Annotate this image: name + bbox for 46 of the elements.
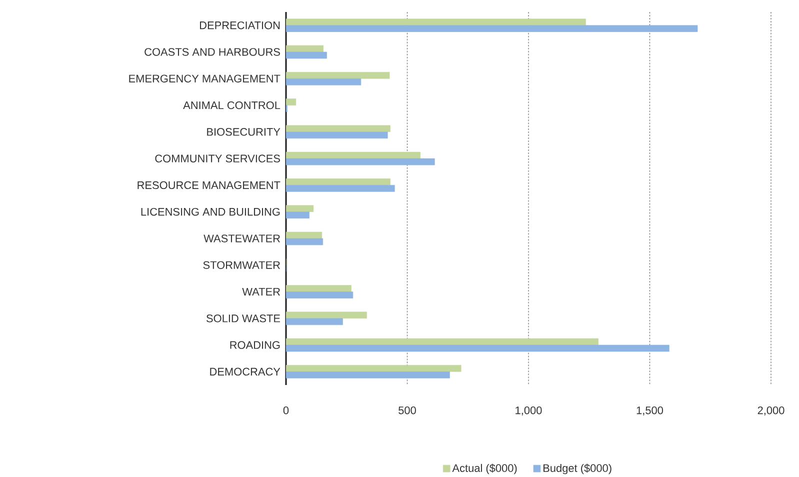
x-tick-label: 500 <box>398 406 416 414</box>
y-tick-label: COMMUNITY SERVICES <box>155 154 280 162</box>
bar <box>286 125 390 132</box>
bar <box>286 312 367 318</box>
bar <box>286 291 354 298</box>
y-tick-label: WASTEWATER <box>204 234 280 242</box>
x-tick-label: 0 <box>283 406 289 414</box>
bar <box>286 184 395 192</box>
bar <box>286 284 352 292</box>
y-tick-label: EMERGENCY MANAGEMENT <box>129 74 280 82</box>
x-tick-label: 1,500 <box>636 406 664 416</box>
y-tick-label: BIOSECURITY <box>207 128 280 136</box>
bar <box>286 338 598 346</box>
legend-label: Budget ($000) <box>544 464 612 474</box>
bar <box>286 132 388 138</box>
y-tick-label: COASTS AND HARBOURS <box>144 48 280 56</box>
bar <box>286 344 670 352</box>
y-tick-label: RESOURCE MANAGEMENT <box>138 181 280 189</box>
y-tick-label: DEMOCRACY <box>210 368 280 376</box>
y-tick-label: LICENSING AND BUILDING <box>141 208 280 216</box>
bar <box>286 152 420 159</box>
legend-label: Actual ($000) <box>452 464 517 474</box>
bar <box>286 52 327 58</box>
bar <box>286 24 698 32</box>
bar <box>286 78 362 86</box>
bar <box>286 232 322 238</box>
bar <box>286 18 586 26</box>
bar <box>286 238 324 245</box>
y-tick-label: STORMWATER <box>203 261 280 269</box>
bar <box>286 158 435 166</box>
y-tick-label: SOLID WASTE <box>206 314 280 322</box>
x-tick-label: 1,000 <box>516 406 542 416</box>
bar <box>286 45 324 52</box>
bar <box>286 371 450 378</box>
y-tick-label: DEPRECIATION <box>200 21 280 30</box>
bar <box>286 204 314 212</box>
y-tick-label: ANIMAL CONTROL <box>183 101 280 109</box>
y-tick-label: ROADING <box>230 340 280 349</box>
bar <box>286 211 310 218</box>
bar <box>286 72 390 79</box>
x-tick-label: 2,000 <box>758 406 784 416</box>
bar <box>286 318 343 325</box>
y-tick-label: WATER <box>242 288 280 296</box>
bar <box>286 364 462 372</box>
bar <box>286 178 390 186</box>
bar <box>286 98 296 106</box>
